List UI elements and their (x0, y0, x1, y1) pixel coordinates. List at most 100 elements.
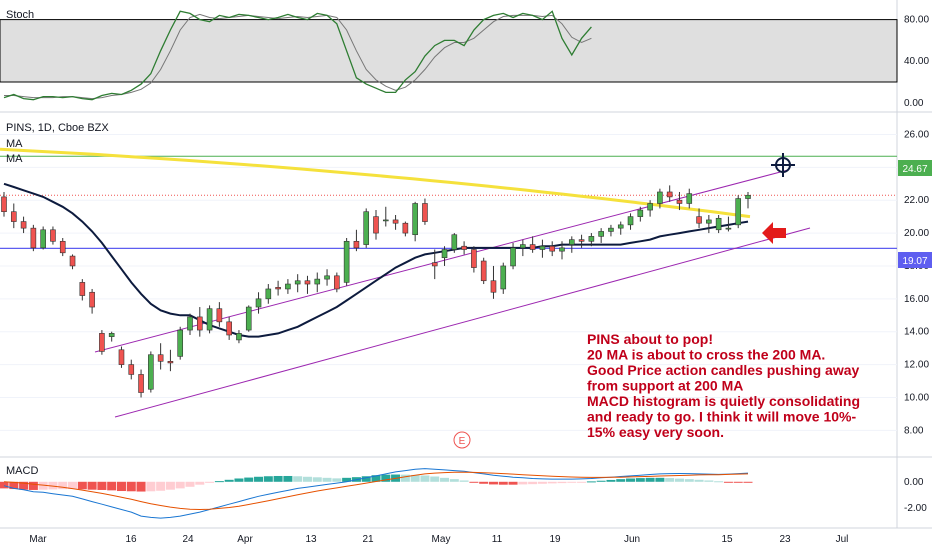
candle (236, 330, 242, 344)
candle (471, 246, 477, 273)
macd-histogram-bar (254, 476, 264, 482)
candle (314, 272, 321, 293)
time-axis-tick: Mar (29, 534, 47, 545)
candle-body (89, 291, 95, 308)
macd-histogram-bar (440, 477, 450, 482)
candle-body (236, 333, 242, 341)
candle (676, 191, 683, 211)
candle-body (118, 349, 125, 365)
candle (363, 208, 370, 248)
macd-histogram-bar (28, 481, 38, 490)
candle (79, 279, 86, 301)
candle-body (128, 364, 135, 375)
macd-histogram-bar (723, 481, 733, 483)
macd-histogram-bar (97, 481, 107, 490)
macd-histogram-bar (665, 478, 675, 482)
note-line: 20 MA is about to cross the 200 MA. (587, 347, 825, 363)
candle (608, 224, 614, 237)
price-y-tick: 8.00 (904, 425, 924, 436)
candle (696, 208, 702, 229)
candle-body (187, 316, 193, 331)
price-y-tick: 22.00 (904, 195, 929, 206)
note-line: from support at 200 MA (587, 378, 743, 394)
stoch-title: Stoch (6, 9, 34, 21)
candle (118, 346, 125, 368)
candle-body (402, 222, 409, 234)
candle (588, 233, 595, 247)
macd-histogram-bar (469, 481, 479, 483)
macd-histogram-bar (371, 475, 381, 482)
macd-pane[interactable]: MACD 0.00 -2.00 (0, 465, 927, 519)
candle (373, 210, 379, 240)
macd-histogram-bar (175, 481, 185, 489)
macd-histogram-bar (107, 481, 117, 491)
candle (294, 274, 301, 293)
time-axis-tick: 11 (492, 534, 503, 545)
candle-body (363, 211, 370, 245)
candle-body (539, 245, 546, 250)
earnings-event-marker[interactable]: E (453, 431, 471, 449)
candle (245, 305, 252, 332)
macd-histogram-bar (508, 481, 518, 485)
macd-histogram-bar (19, 481, 29, 490)
stoch-y-tick: 40.00 (904, 56, 929, 67)
trade-idea-note: PINS about to pop!20 MA is about to cros… (587, 331, 860, 440)
candle-body (108, 333, 115, 337)
candle-body (30, 227, 37, 249)
macd-histogram-bar (273, 475, 283, 482)
candle-body (206, 308, 213, 331)
candle (157, 343, 164, 370)
candle (187, 313, 193, 335)
candle (30, 224, 37, 252)
candle-body (245, 306, 252, 331)
candle (510, 242, 516, 270)
macd-histogram-bar (342, 477, 352, 482)
macd-histogram-bar (577, 481, 587, 483)
candle (128, 359, 135, 380)
channel-lower-line[interactable] (114, 227, 811, 418)
time-axis-tick: 13 (305, 534, 317, 545)
macd-histogram-bar (381, 474, 391, 482)
time-axis-tick: May (432, 534, 451, 545)
candle (40, 226, 46, 250)
candle-body (696, 216, 702, 224)
time-axis[interactable]: Mar 16 24 Apr 13 21 May 11 19 Jun 15 23 Jul (29, 534, 848, 545)
macd-histogram-bar (626, 478, 636, 482)
candle-body (647, 203, 653, 211)
price-y-tick: 12.00 (904, 360, 929, 371)
candle-body (275, 287, 281, 290)
macd-histogram-bar (547, 481, 557, 484)
crosshair-target-icon[interactable] (771, 153, 795, 177)
macd-histogram-bar (293, 476, 303, 482)
macd-histogram-bar (557, 481, 567, 484)
candle-body (255, 298, 262, 308)
candle-body (745, 194, 751, 199)
macd-histogram-bar (126, 481, 136, 492)
candle-body (735, 198, 742, 226)
macd-histogram-bar (224, 479, 234, 482)
candle (334, 272, 340, 293)
macd-histogram-bar (283, 475, 293, 482)
candle-body (627, 216, 634, 226)
macd-y-axis: 0.00 -2.00 (904, 477, 927, 514)
macd-signal-line (3, 471, 749, 511)
macd-title: MACD (6, 465, 38, 477)
note-line: PINS about to pop! (587, 331, 713, 347)
candle-body (520, 244, 526, 249)
candle (657, 188, 663, 209)
candle-body (59, 240, 66, 254)
candle (59, 238, 66, 257)
candle-body (715, 217, 722, 231)
macd-histogram-bar (616, 479, 626, 482)
note-line: 15% easy very soon. (587, 424, 724, 440)
price-pane[interactable]: 26.0024.0022.0020.0018.0016.0014.0012.00… (0, 122, 932, 449)
candle-body (392, 219, 399, 224)
macd-histogram-bar (537, 481, 547, 484)
candle-body (10, 211, 17, 222)
candle-body (138, 374, 144, 393)
macd-histogram-bar (518, 481, 528, 485)
candle (490, 265, 497, 299)
stoch-pane[interactable]: Stoch 80.00 40.00 0.00 (0, 9, 929, 109)
macd-histogram-bar (302, 476, 312, 482)
